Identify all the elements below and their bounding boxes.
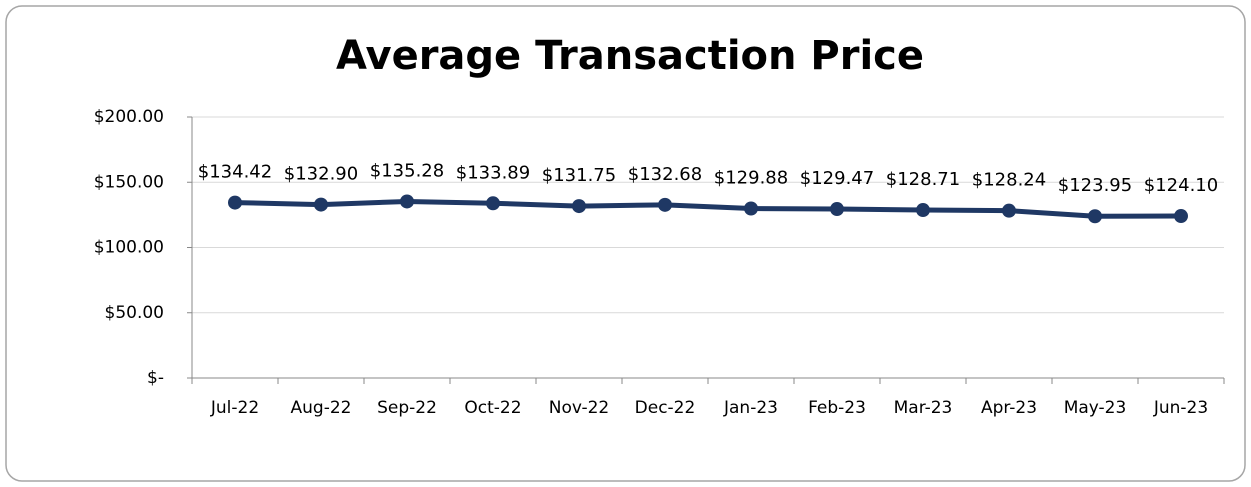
- data-label: $128.24: [972, 170, 1046, 191]
- x-tick-label: Sep-22: [377, 398, 437, 418]
- x-tick-label: Dec-22: [635, 398, 696, 418]
- x-tick-label: May-23: [1064, 398, 1127, 418]
- y-tick-label: $200.00: [94, 107, 164, 127]
- y-tick-label: $-: [147, 368, 164, 388]
- data-point: [1174, 209, 1188, 224]
- x-tick-label: Oct-22: [464, 398, 521, 418]
- data-point: [744, 201, 758, 216]
- x-tick-label: Feb-23: [808, 398, 866, 418]
- series-line: [234, 198, 1182, 219]
- x-tick-label: Aug-22: [291, 398, 352, 418]
- x-tick-label: Jan-23: [723, 398, 778, 418]
- y-tick-label: $150.00: [94, 172, 164, 192]
- chart-title: Average Transaction Price: [336, 33, 924, 79]
- data-point: [400, 194, 414, 209]
- data-point: [916, 203, 930, 218]
- x-tick-label: Mar-23: [894, 398, 953, 418]
- chart-frame: [5, 5, 1246, 482]
- data-label: $132.90: [284, 164, 358, 185]
- data-point: [658, 197, 672, 212]
- x-tick-label: Nov-22: [549, 398, 610, 418]
- y-tick-label: $50.00: [105, 303, 164, 323]
- data-label: $133.89: [456, 162, 530, 183]
- data-label: $129.88: [714, 168, 788, 189]
- data-point: [314, 197, 328, 212]
- data-label: $123.95: [1058, 175, 1132, 196]
- data-point: [1002, 203, 1016, 218]
- data-point: [486, 196, 500, 211]
- data-label: $124.10: [1144, 175, 1218, 196]
- data-label: $132.68: [628, 164, 702, 185]
- data-point: [830, 202, 844, 217]
- x-tick-label: Apr-23: [981, 398, 1037, 418]
- data-label: $134.42: [198, 162, 272, 183]
- x-tick-label: Jul-22: [210, 398, 259, 418]
- data-point: [228, 195, 242, 210]
- data-label: $135.28: [370, 160, 444, 181]
- y-tick-label: $100.00: [94, 238, 164, 258]
- data-label: $131.75: [542, 165, 616, 186]
- data-label: $129.47: [800, 168, 874, 189]
- data-point: [1088, 209, 1102, 224]
- x-tick-label: Jun-23: [1153, 398, 1208, 418]
- data-point: [572, 199, 586, 214]
- data-label: $128.71: [886, 169, 960, 190]
